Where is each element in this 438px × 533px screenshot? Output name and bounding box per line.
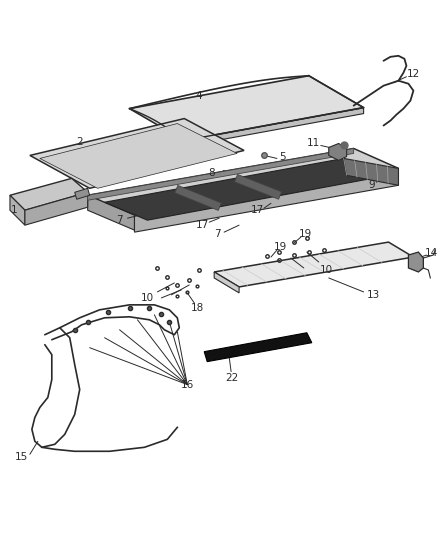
Polygon shape bbox=[88, 195, 134, 230]
Polygon shape bbox=[88, 149, 353, 200]
Text: 13: 13 bbox=[367, 290, 380, 300]
Text: 2: 2 bbox=[76, 138, 83, 148]
Text: 8: 8 bbox=[208, 168, 215, 179]
Text: 10: 10 bbox=[320, 265, 333, 275]
Text: 7: 7 bbox=[116, 215, 123, 225]
Text: 10: 10 bbox=[141, 293, 154, 303]
Text: 11: 11 bbox=[307, 139, 321, 149]
Polygon shape bbox=[10, 179, 88, 210]
Polygon shape bbox=[130, 76, 364, 141]
Polygon shape bbox=[214, 272, 239, 293]
Polygon shape bbox=[329, 143, 346, 160]
Text: 9: 9 bbox=[368, 180, 375, 190]
Text: 22: 22 bbox=[226, 373, 239, 383]
Text: 12: 12 bbox=[407, 69, 420, 79]
Text: 17: 17 bbox=[196, 220, 209, 230]
Text: 19: 19 bbox=[299, 229, 312, 239]
Polygon shape bbox=[408, 252, 424, 272]
Polygon shape bbox=[75, 188, 90, 199]
Polygon shape bbox=[204, 333, 312, 361]
Text: 14: 14 bbox=[425, 248, 438, 258]
Polygon shape bbox=[235, 174, 282, 199]
Polygon shape bbox=[10, 195, 25, 225]
Polygon shape bbox=[88, 149, 399, 215]
Text: 7: 7 bbox=[214, 229, 220, 239]
Text: 18: 18 bbox=[191, 303, 204, 313]
Text: 5: 5 bbox=[279, 152, 286, 163]
Polygon shape bbox=[344, 158, 399, 185]
Text: 15: 15 bbox=[15, 453, 28, 462]
Text: 17: 17 bbox=[251, 205, 264, 215]
Polygon shape bbox=[40, 124, 237, 188]
Polygon shape bbox=[214, 242, 413, 287]
Text: 19: 19 bbox=[274, 242, 287, 252]
Polygon shape bbox=[184, 108, 364, 147]
Text: 1: 1 bbox=[11, 205, 17, 215]
Polygon shape bbox=[105, 158, 389, 220]
Polygon shape bbox=[30, 118, 244, 188]
Polygon shape bbox=[175, 185, 221, 211]
Polygon shape bbox=[25, 192, 88, 225]
Polygon shape bbox=[134, 168, 399, 232]
Text: 16: 16 bbox=[180, 379, 194, 390]
Text: 4: 4 bbox=[196, 91, 202, 101]
